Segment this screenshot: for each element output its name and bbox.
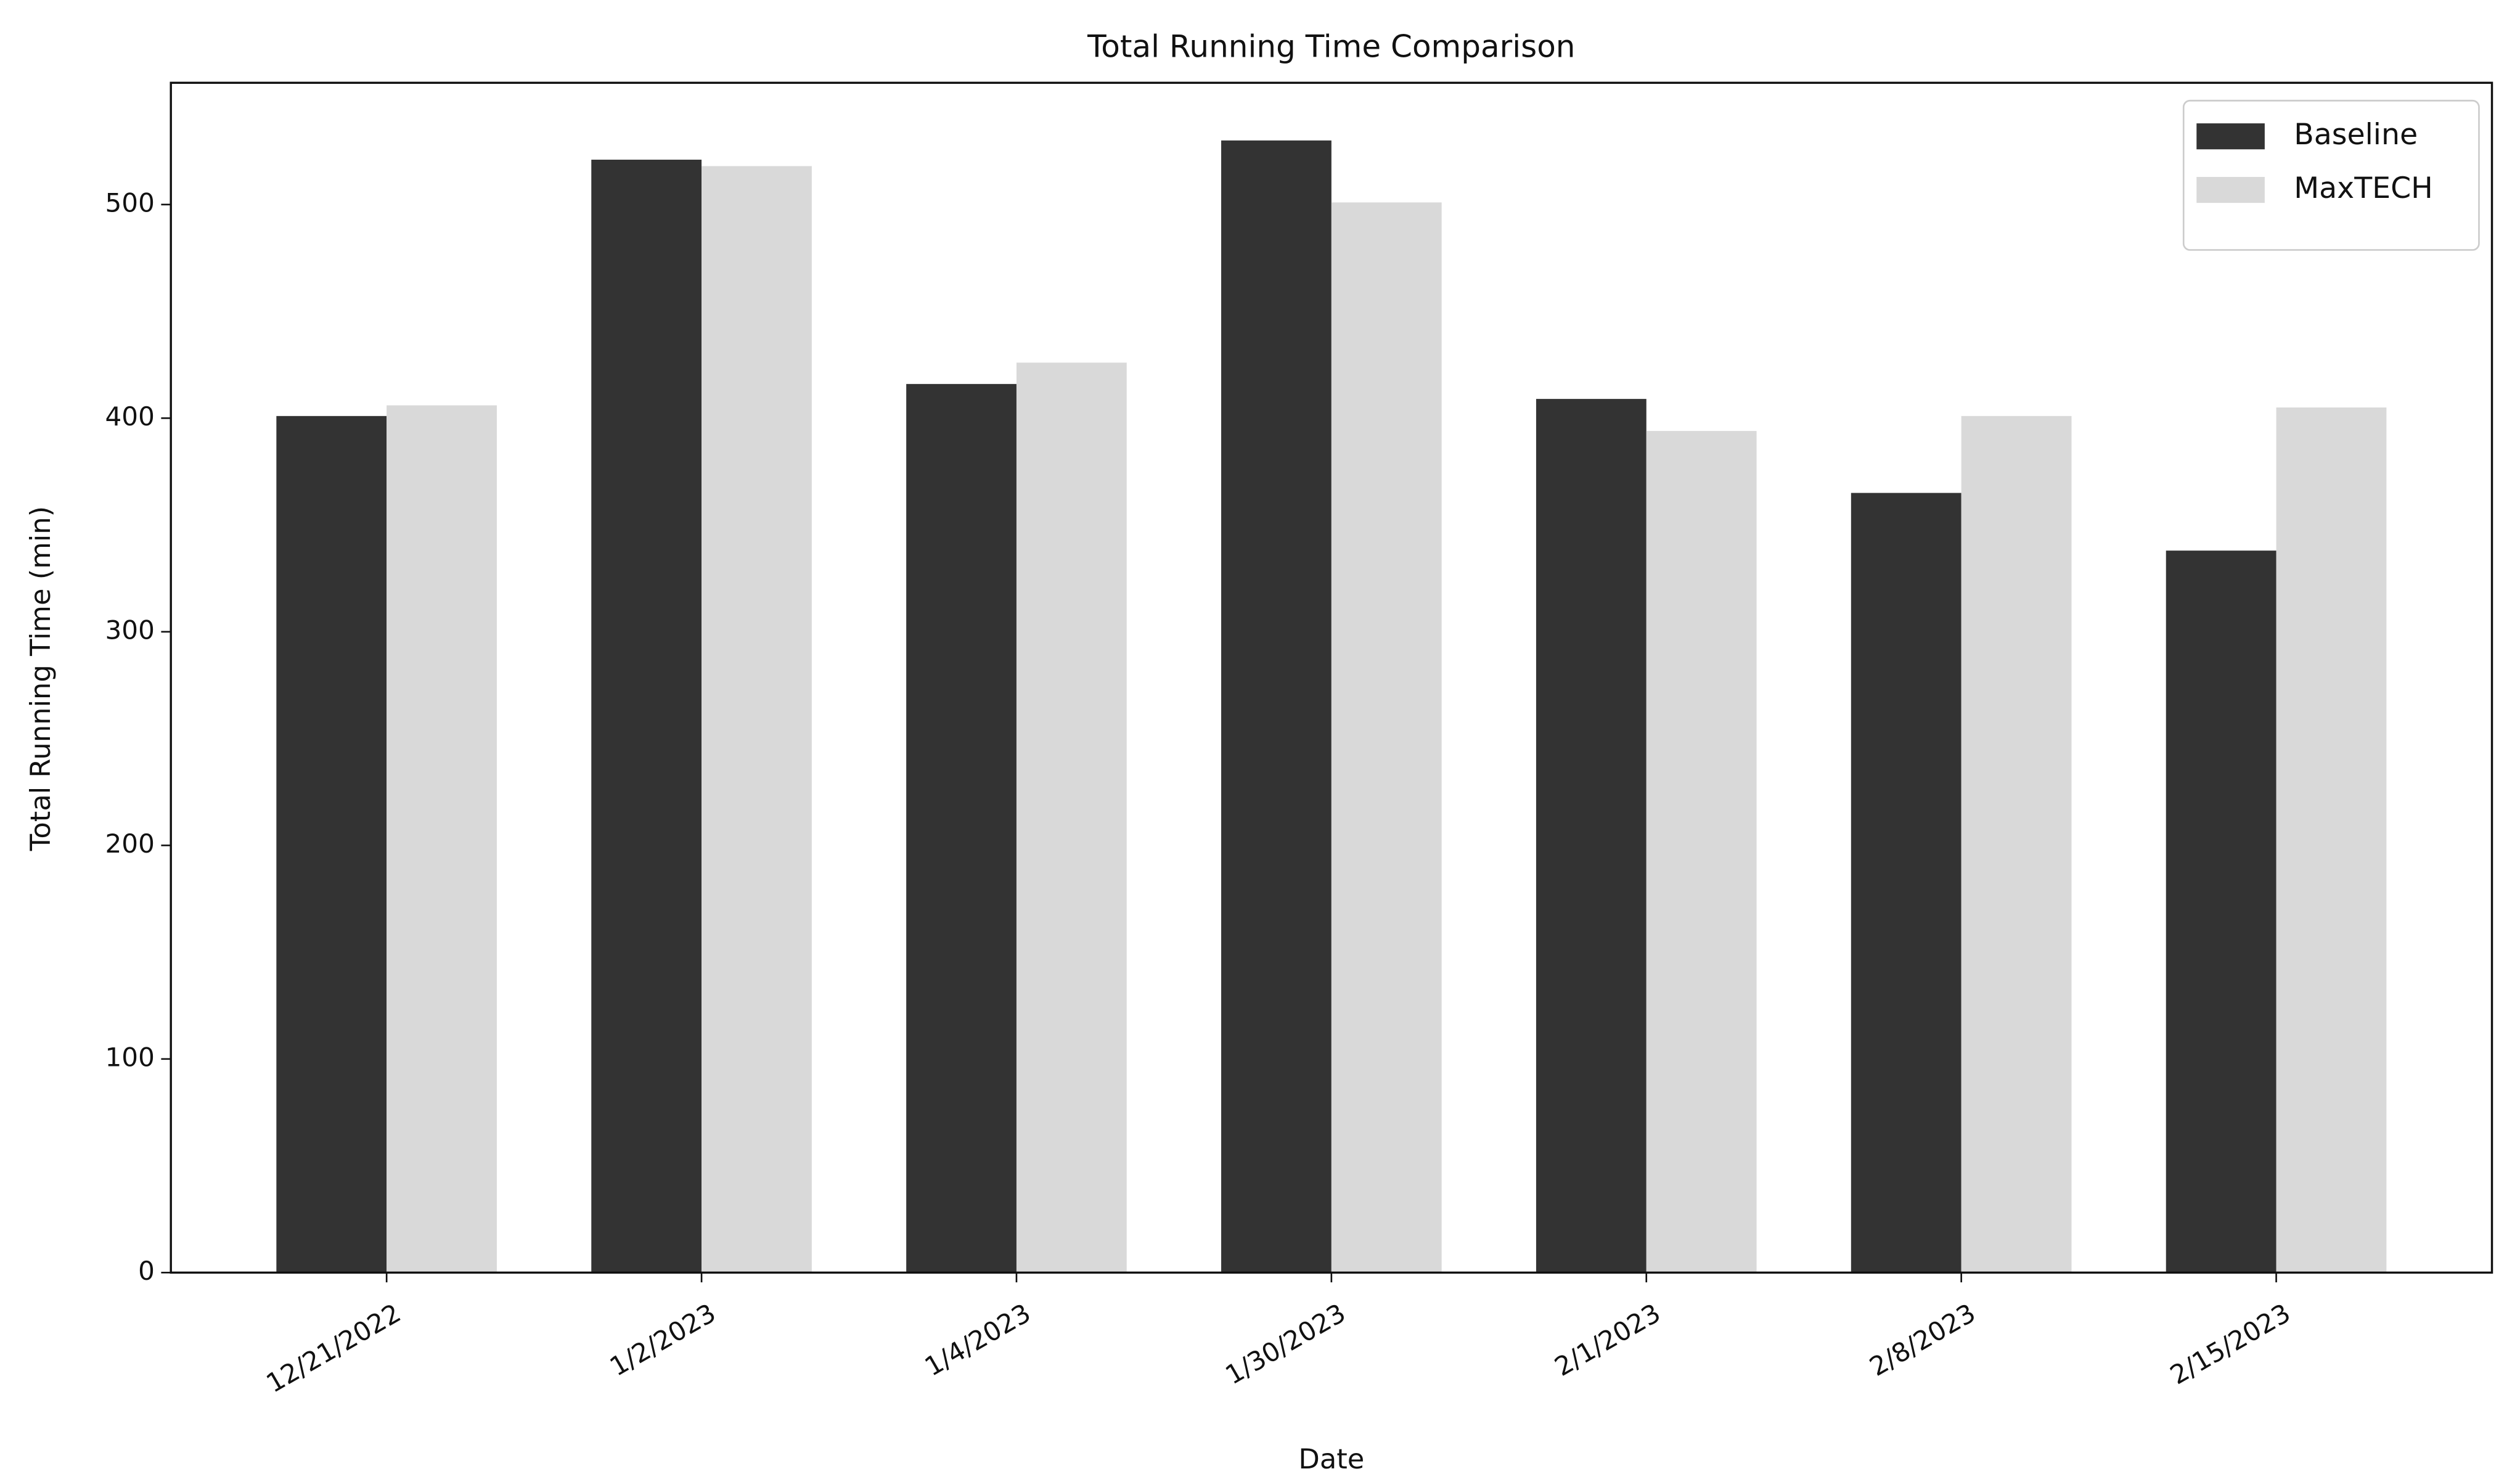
- chart-title: Total Running Time Comparison: [1087, 28, 1575, 64]
- bar: [906, 383, 1017, 1273]
- bar: [1851, 493, 1962, 1273]
- y-tick-label: 500: [105, 187, 154, 218]
- bar: [2166, 551, 2277, 1273]
- bar: [1221, 140, 1332, 1273]
- y-tick-label: 200: [105, 829, 154, 859]
- y-tick-label: 300: [105, 615, 154, 645]
- bar: [387, 405, 497, 1273]
- y-tick-label: 100: [105, 1042, 154, 1072]
- legend-swatch: [2196, 177, 2265, 203]
- bar: [702, 166, 812, 1273]
- x-axis-label: Date: [1298, 1443, 1364, 1475]
- legend-swatch: [2196, 123, 2265, 150]
- bar: [276, 416, 387, 1273]
- y-tick-label: 0: [138, 1256, 155, 1286]
- y-tick-label: 400: [105, 401, 154, 432]
- bar: [1016, 362, 1127, 1273]
- bar: [2276, 407, 2387, 1273]
- legend-label: Baseline: [2294, 118, 2418, 152]
- bar: [591, 160, 702, 1273]
- bar: [1646, 431, 1757, 1273]
- bar: [1536, 399, 1647, 1273]
- bar: [1961, 416, 2072, 1273]
- legend-label: MaxTECH: [2294, 171, 2433, 205]
- y-axis-label: Total Running Time (min): [24, 506, 57, 851]
- plot-frame: [170, 81, 2493, 1274]
- bar: [1331, 202, 1442, 1273]
